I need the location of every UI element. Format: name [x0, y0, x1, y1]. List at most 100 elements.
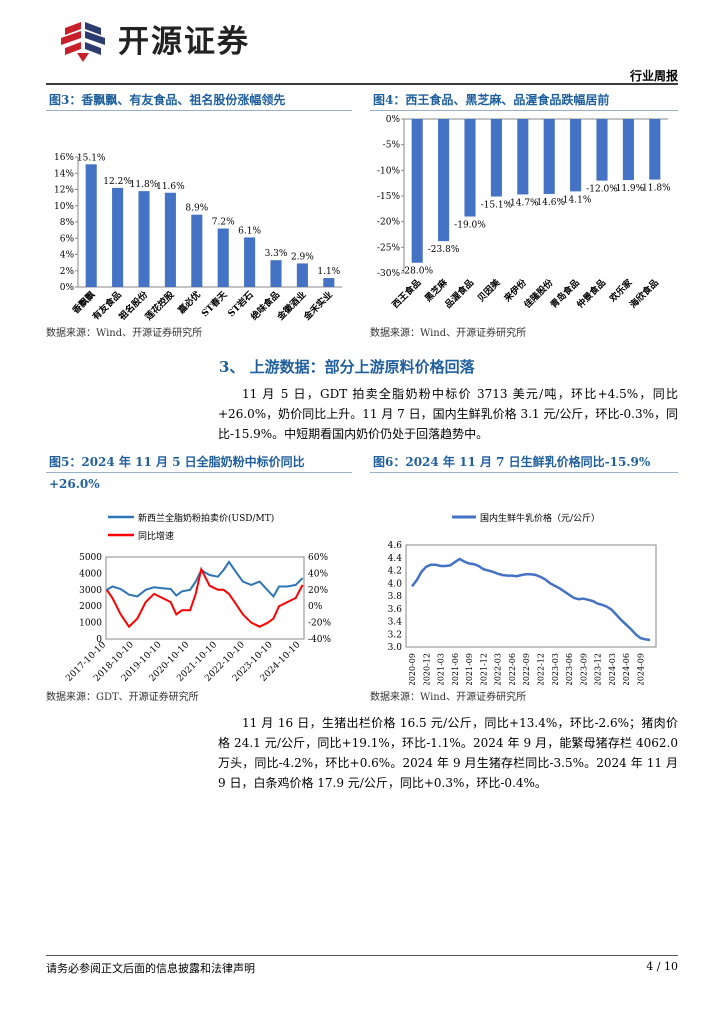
y-tick-label: 4%	[60, 251, 75, 261]
x-tick-label: 2021-09	[465, 653, 474, 685]
x-tick-label: 2021-03	[437, 653, 446, 685]
bar-data-label: 11.8%	[130, 180, 159, 190]
figure-6-source: 数据来源：Wind、开源证券研究所	[370, 692, 527, 703]
category-label: ST春天	[199, 288, 230, 319]
y-tick-label: 8%	[60, 218, 75, 228]
bar-data-label: -11.8%	[639, 184, 671, 194]
y-tick-label: 3.0	[388, 643, 403, 653]
bar	[270, 260, 282, 287]
bar-data-label: -23.8%	[428, 245, 460, 255]
y-tick-label: 6%	[60, 234, 75, 244]
section-3-heading: 3、 上游数据：部分上游原料价格回落	[219, 358, 475, 376]
figure-5-source: 数据来源：GDT、开源证券研究所	[46, 692, 199, 703]
category-label: 莲花控股	[143, 288, 178, 323]
section-3-paragraph: 11 月 5 日，GDT 拍卖全脂奶粉中标价 3713 美元/吨，环比+4.5%…	[218, 387, 678, 441]
bar-data-label: -14.7%	[507, 198, 539, 208]
y-tick-label: 3.4	[388, 618, 403, 628]
report-type: 行业周报	[629, 69, 678, 83]
bar	[596, 119, 608, 181]
bar	[543, 119, 555, 194]
category-label: 品渥食品	[442, 277, 476, 311]
y-tick-label: 10%	[54, 202, 74, 212]
x-tick-label: 2024-09	[636, 653, 645, 685]
x-tick-label: 2024-06	[622, 653, 631, 685]
y-tick-label: 3.6	[388, 605, 403, 615]
bar-data-label: -14.6%	[533, 198, 565, 208]
bar-data-label: -19.0%	[454, 221, 486, 231]
bar	[411, 119, 423, 263]
category-label: 贝因美	[475, 276, 503, 304]
y-tick-label: 4.0	[388, 579, 403, 589]
bar-data-label: 15.1%	[77, 153, 106, 163]
plot-frame	[405, 544, 657, 648]
right-y-tick-label: -40%	[308, 635, 331, 645]
bar	[164, 192, 176, 287]
bar-data-label: 7.2%	[212, 218, 235, 228]
y-tick-label: -20%	[377, 218, 400, 228]
bar	[490, 119, 502, 197]
category-label: 仲景食品	[574, 277, 608, 311]
figure-4: 图4：西王食品、黑芝麻、品渥食品跌幅居前 0% -5% -10% -15% -20% -2…	[370, 89, 678, 337]
figure-4-chart: 0% -5% -10% -15% -20% -25% -30% -28.0%西王食品 -23.8…	[377, 115, 671, 311]
bar-data-label: 3.3%	[265, 249, 288, 259]
category-label: 海欣食品	[627, 277, 661, 311]
y-tick-label: 12%	[54, 186, 74, 196]
bar	[323, 278, 335, 287]
bar	[296, 263, 308, 287]
right-y-tick-label: 40%	[308, 569, 328, 579]
legend-label: 同比增速	[138, 530, 174, 542]
bar-data-label: -15.1%	[481, 201, 513, 211]
figure-6-title: 图6：2024 年 11 月 7 日生鲜乳价格同比-15.9%	[370, 451, 678, 473]
category-label: 金徽酒业	[274, 289, 309, 324]
figure-5-title: 图5：2024 年 11 月 5 日全脂奶粉中标价同比+26.0%	[46, 451, 352, 491]
figure-5: 图5：2024 年 11 月 5 日全脂奶粉中标价同比+26.0% 新西兰全脂奶…	[46, 451, 352, 689]
x-tick-label: 2023-09	[579, 653, 588, 685]
bar	[85, 164, 97, 287]
bar	[570, 119, 582, 192]
left-y-tick-label: 5000	[79, 553, 102, 563]
bar	[112, 187, 124, 287]
bar	[438, 119, 450, 242]
y-tick-label: 16%	[54, 153, 74, 163]
y-tick-label: 0%	[60, 283, 75, 293]
legend-label: 国内生鲜牛乳价格（元/公斤）	[480, 512, 600, 524]
livestock-paragraph: 11 月 16 日，生猪出栏价格 16.5 元/公斤，同比+13.4%，环比-2…	[218, 716, 678, 790]
bar-data-label: -28.0%	[401, 267, 433, 277]
figure-4-source: 数据来源：Wind、开源证券研究所	[370, 328, 527, 339]
bar-data-label: -11.9%	[613, 184, 645, 194]
figure-3-title: 图3：香飘飘、有友食品、祖名股份涨幅领先	[46, 89, 352, 111]
bar	[649, 119, 661, 180]
y-tick-label: -5%	[383, 141, 401, 151]
x-tick-label: 2023-06	[565, 653, 574, 685]
bar-data-label: -14.1%	[560, 195, 592, 205]
left-y-tick-label: 4000	[79, 569, 102, 579]
x-tick-label: 2023-12	[594, 653, 603, 685]
category-label: 西王食品	[389, 277, 423, 311]
x-tick-label: 2022-09	[522, 653, 531, 685]
bar	[517, 119, 529, 195]
y-tick-label: -25%	[377, 243, 400, 253]
x-tick-label: 2023-03	[551, 653, 560, 685]
bar-data-label: 6.1%	[238, 226, 261, 236]
figure-4-title: 图4：西王食品、黑芝麻、品渥食品跌幅居前	[370, 89, 678, 111]
left-y-tick-label: 0	[96, 635, 102, 645]
bar-data-label: 8.9%	[185, 204, 208, 214]
y-tick-label: -15%	[377, 192, 400, 202]
left-y-tick-label: 2000	[79, 602, 102, 612]
category-label: 金禾实业	[300, 289, 335, 324]
x-tick-label: 2021-12	[479, 653, 488, 685]
x-tick-label: 2020-09	[408, 653, 417, 685]
y-tick-label: 4.4	[388, 554, 403, 564]
right-y-tick-label: 20%	[308, 586, 328, 596]
series-line	[106, 560, 304, 599]
footer-disclaimer: 请务必参阅正文后面的信息披露和法律声明	[46, 962, 255, 975]
x-tick-label: 2022-12	[537, 653, 546, 685]
y-tick-label: -10%	[377, 166, 400, 176]
bar	[217, 228, 229, 287]
bar-data-label: -12.0%	[586, 185, 618, 195]
y-tick-label: 2%	[60, 267, 75, 277]
bar-data-label: 1.1%	[317, 267, 340, 277]
figure-3: 图3：香飘飘、有友食品、祖名股份涨幅领先 0% 2% 4% 6% 8% 10% 12% 14%…	[46, 89, 352, 337]
company-logo	[55, 20, 117, 64]
y-tick-label: 14%	[54, 169, 74, 179]
